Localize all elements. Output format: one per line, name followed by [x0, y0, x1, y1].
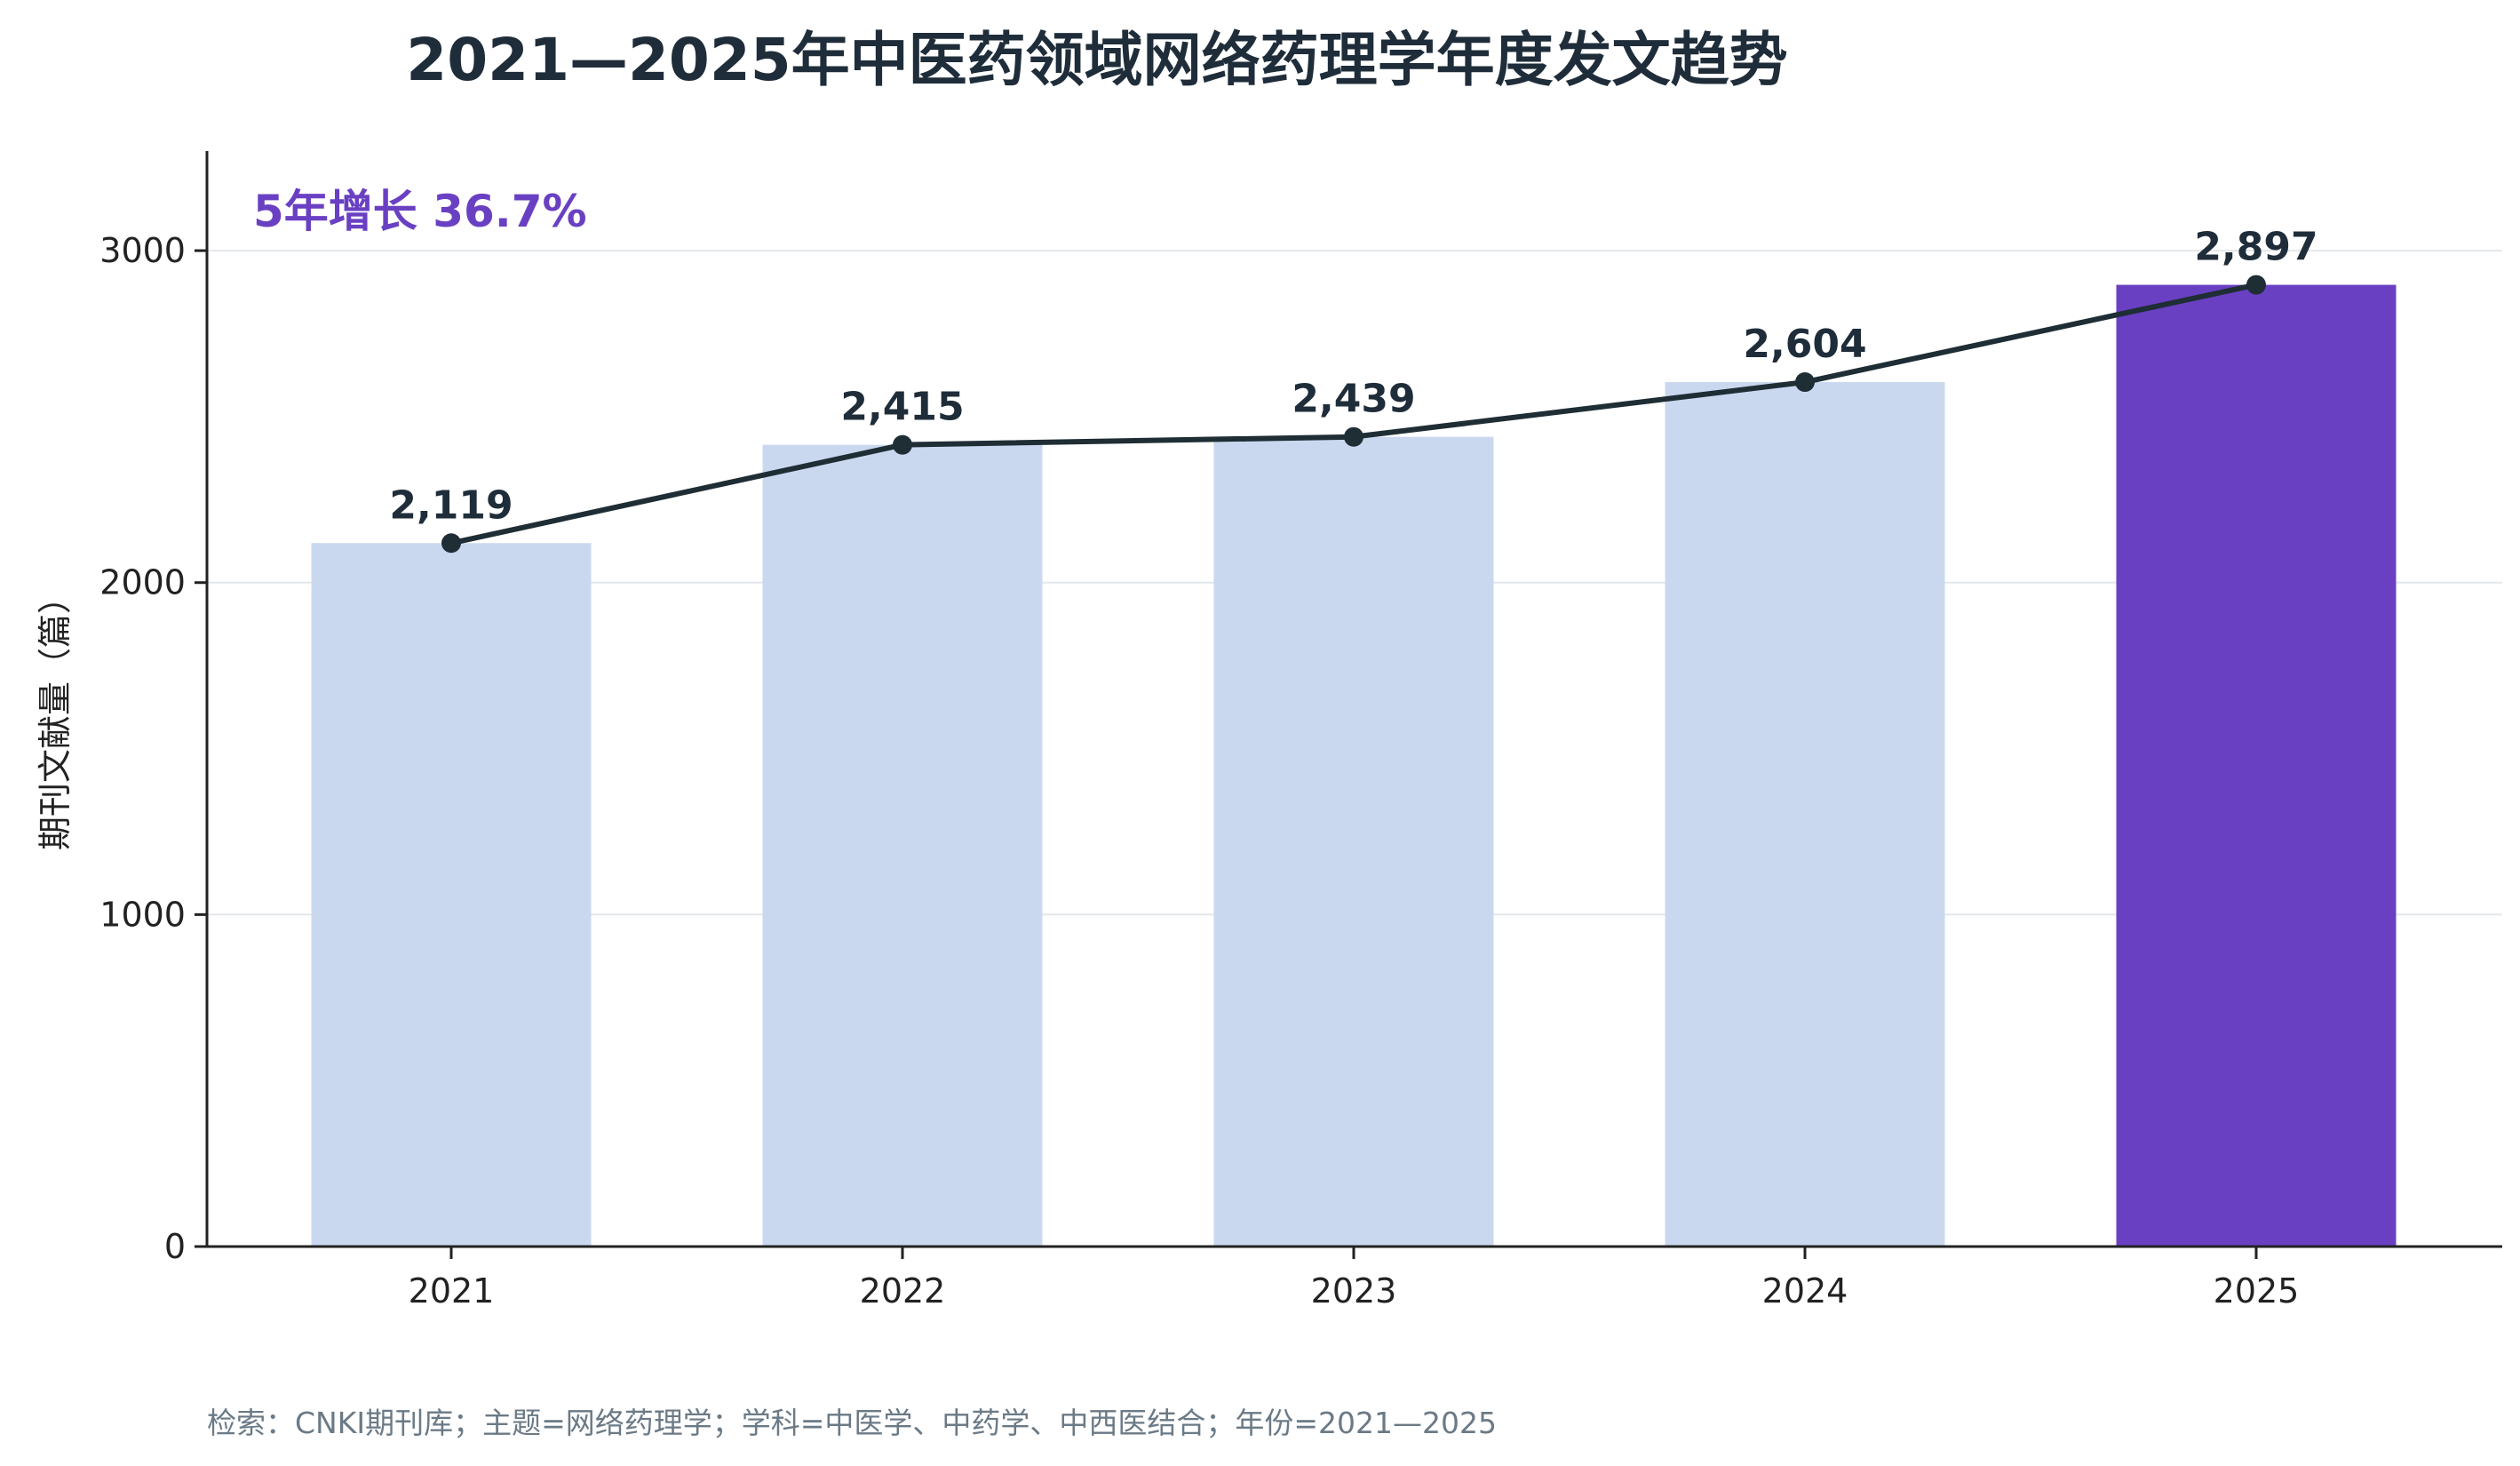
data-label-2022: 2,415 — [840, 385, 964, 430]
data-label-2024: 2,604 — [1743, 322, 1866, 367]
bar-2025 — [2116, 284, 2397, 1247]
source-note: 检索：CNKI期刊库；主题=网络药理学；学科=中医学、中药学、中西医结合；年份=… — [207, 1406, 1497, 1440]
x-tick-label-2021: 2021 — [409, 1271, 495, 1311]
bar-2021 — [311, 543, 592, 1247]
bar-2022 — [762, 444, 1043, 1247]
y-tick-labels: 0 1000 2000 3000 — [99, 231, 207, 1266]
point-2021 — [441, 533, 461, 554]
y-tick-label-1000: 1000 — [99, 895, 186, 934]
x-tick-labels: 2021 2022 2023 2024 2025 — [409, 1247, 2300, 1311]
trend-line — [441, 275, 2266, 554]
x-tick-label-2024: 2024 — [1762, 1271, 1848, 1311]
y-tick-label-3000: 3000 — [99, 231, 186, 270]
data-labels: 2,119 2,415 2,439 2,604 2,897 — [389, 225, 2317, 529]
growth-annotation: 5年增长 36.7% — [253, 186, 587, 237]
x-tick-label-2022: 2022 — [860, 1271, 946, 1311]
data-label-2021: 2,119 — [389, 482, 513, 528]
bar-2023 — [1213, 436, 1494, 1247]
point-2024 — [1795, 372, 1815, 393]
data-label-2025: 2,897 — [2194, 225, 2317, 270]
point-2025 — [2246, 275, 2266, 295]
y-tick-label-0: 0 — [164, 1227, 186, 1266]
bars — [311, 284, 2397, 1247]
chart-title: 2021—2025年中医药领域网络药理学年度发文趋势 — [406, 26, 1787, 94]
bar-2024 — [1665, 382, 1945, 1247]
y-axis-label: 期刊文献量（篇） — [36, 580, 75, 850]
point-2023 — [1344, 426, 1363, 447]
data-label-2023: 2,439 — [1292, 377, 1415, 422]
point-2022 — [893, 434, 912, 455]
y-tick-label-2000: 2000 — [99, 563, 186, 602]
x-tick-label-2023: 2023 — [1311, 1271, 1397, 1311]
x-tick-label-2025: 2025 — [2214, 1271, 2300, 1311]
